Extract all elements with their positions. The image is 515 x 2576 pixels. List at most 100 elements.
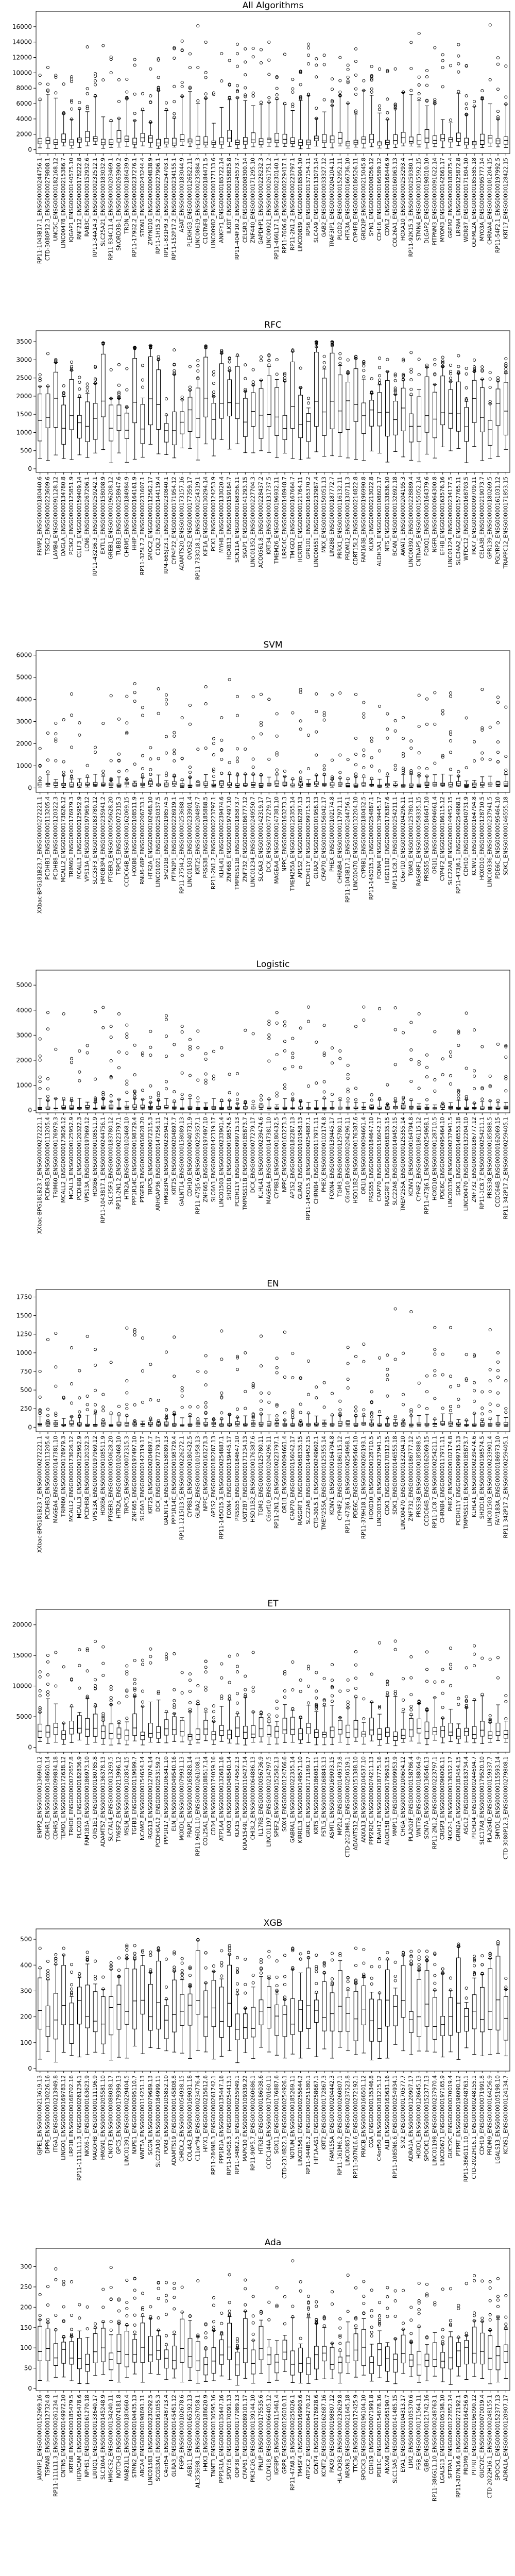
outlier-point: [38, 1058, 42, 1062]
outlier-point: [315, 63, 318, 67]
outlier-point: [346, 758, 350, 761]
outlier-point: [472, 1389, 476, 1393]
x-tick-label: MKX_ENSG00000150051.13: [321, 477, 328, 553]
outlier-point: [117, 397, 121, 400]
outlier-point: [338, 1399, 342, 1403]
outlier-point: [38, 74, 42, 77]
box-body: [274, 781, 279, 786]
outlier-point: [480, 1086, 484, 1090]
box-body: [61, 133, 66, 143]
x-tick-label: GALNT14_ENSG00000158089.13: [163, 1436, 169, 1526]
outlier-point: [101, 1093, 105, 1096]
box-body: [369, 133, 374, 143]
y-tick-label: 1250: [16, 1331, 32, 1338]
outlier-point: [449, 1404, 453, 1409]
box-44: [377, 67, 382, 148]
outlier-point: [251, 766, 255, 769]
outlier-point: [180, 777, 184, 782]
y-tick-label: 0: [28, 1423, 32, 1431]
outlier-point: [275, 1053, 279, 1057]
outlier-point: [251, 1385, 255, 1389]
outlier-point: [204, 92, 208, 96]
x-tick-label: HSD11B2_ENSG00000176387.6: [384, 796, 390, 883]
box-60: [504, 1379, 508, 1427]
outlier-point: [133, 347, 136, 350]
outlier-point: [101, 1662, 105, 1665]
outlier-point: [212, 753, 216, 757]
outlier-point: [101, 769, 105, 773]
outlier-point: [101, 1091, 105, 1094]
outlier-point: [441, 355, 444, 359]
outlier-point: [425, 722, 429, 726]
box-38: [330, 1392, 335, 1427]
y-tick-label: 3000: [16, 356, 32, 363]
box-body: [93, 1714, 98, 1737]
outlier-point: [362, 1717, 366, 1721]
outlier-point: [306, 1359, 311, 1363]
outlier-point: [244, 1100, 247, 1104]
box-39: [338, 1049, 342, 1110]
box-body: [401, 1728, 406, 1739]
outlier-point: [496, 1376, 500, 1379]
outlier-point: [93, 378, 97, 382]
outlier-point: [244, 60, 247, 64]
outlier-point: [322, 1381, 326, 1384]
outlier-point: [409, 41, 413, 44]
box-body: [156, 1106, 161, 1109]
axes-frame: [36, 11, 510, 154]
box-15: [148, 1647, 153, 1742]
outlier-point: [417, 724, 421, 728]
x-tick-label: NCAM2_ENSG00000154654.14: [140, 1756, 146, 1840]
outlier-point: [149, 94, 152, 98]
outlier-point: [433, 1030, 437, 1033]
outlier-point: [433, 761, 437, 765]
x-tick-label: LINC01503_ENSG00000233901.4: [487, 1436, 493, 1527]
outlier-point: [401, 359, 405, 363]
x-tick-label: RP11-2N1.2_ENSG00000223797.1: [274, 1436, 280, 1529]
outlier-point: [283, 1083, 287, 1087]
box-20: [187, 1038, 193, 1110]
box-body: [330, 1726, 335, 1738]
outlier-point: [85, 1051, 89, 1055]
x-tick-label: SLC35F3_ENSG00000183780.12: [108, 1117, 114, 1205]
x-tick-label: RP11-34A14.3_ENSG00000232512.1: [92, 158, 98, 257]
x-tick-label: LMO3_ENSG00000048540.14: [227, 1756, 233, 1836]
box-body: [251, 1725, 256, 1738]
outlier-point: [441, 712, 444, 716]
box-body: [140, 1732, 145, 1740]
outlier-point: [401, 716, 405, 719]
box-body: [346, 1724, 350, 1738]
outlier-point: [125, 1051, 129, 1055]
x-tick-label: STMN4_ENSG00000015592.15: [416, 158, 422, 241]
box-43: [369, 1672, 374, 1741]
outlier-point: [235, 1102, 239, 1106]
box-body: [353, 784, 358, 787]
outlier-point: [101, 1645, 105, 1649]
chart-title: SVM: [263, 640, 282, 650]
outlier-point: [228, 761, 231, 765]
outlier-point: [291, 87, 295, 91]
box-body: [140, 1105, 145, 1109]
outlier-point: [291, 78, 295, 81]
outlier-point: [496, 1042, 500, 1046]
outlier-point: [465, 1379, 468, 1382]
outlier-point: [393, 1097, 397, 1100]
outlier-point: [204, 71, 208, 74]
outlier-point: [322, 98, 326, 101]
outlier-point: [109, 397, 113, 400]
outlier-point: [362, 362, 366, 365]
outlier-point: [70, 775, 74, 778]
x-tick-label: C1QTNF8_ENSG00000184471.5: [203, 158, 209, 244]
box-41: [353, 1650, 358, 1742]
x-tick-label: HMGB3P4_ENSG00000235941.2: [100, 796, 106, 884]
outlier-point: [78, 1664, 81, 1667]
outlier-point: [409, 387, 413, 391]
x-tick-label: TSSC2_ENSG00000223609.6: [45, 477, 51, 555]
y-tick-label: 5000: [16, 674, 32, 681]
outlier-point: [283, 1375, 287, 1379]
box-27: [243, 748, 248, 787]
outlier-point: [133, 1073, 136, 1077]
outlier-point: [125, 1664, 129, 1668]
outlier-point: [46, 1972, 50, 1975]
outlier-point: [125, 1694, 129, 1698]
